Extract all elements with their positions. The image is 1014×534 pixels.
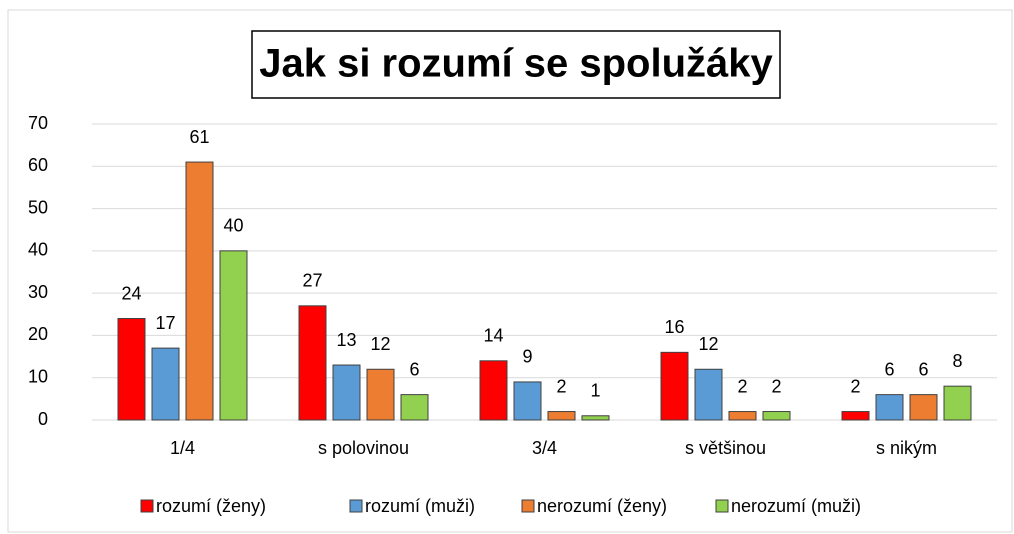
bar (332, 364, 361, 421)
value-label: 27 (302, 271, 322, 291)
value-label: 61 (189, 127, 209, 147)
chart-title: Jak si rozumí se spolužáky (259, 42, 773, 86)
value-label: 6 (918, 359, 928, 379)
y-tick-label: 30 (28, 282, 48, 302)
legend-label: nerozumí (ženy) (537, 496, 667, 516)
bar (728, 411, 757, 421)
value-label: 17 (155, 313, 175, 333)
title-box (251, 30, 781, 99)
bar (117, 318, 146, 421)
bar (841, 411, 870, 421)
bar (762, 411, 791, 421)
value-label: 13 (336, 330, 356, 350)
value-label: 9 (522, 347, 532, 367)
bar (298, 305, 327, 421)
bar (400, 394, 429, 421)
bar (581, 415, 610, 421)
y-tick-label: 50 (28, 197, 48, 217)
x-tick-label: 1/4 (170, 438, 195, 458)
value-label: 14 (483, 326, 503, 346)
value-label: 12 (698, 334, 718, 354)
legend-label: rozumí (muži) (365, 496, 475, 516)
bar (479, 360, 508, 421)
value-label: 2 (771, 376, 781, 396)
value-label: 16 (664, 317, 684, 337)
value-label: 2 (556, 376, 566, 396)
legend-swatch (349, 499, 363, 513)
y-tick-label: 40 (28, 240, 48, 260)
bar (185, 161, 214, 421)
y-tick-label: 60 (28, 155, 48, 175)
value-label: 2 (737, 376, 747, 396)
bar (366, 368, 395, 421)
value-label: 40 (223, 216, 243, 236)
bar (513, 381, 542, 421)
bar (547, 411, 576, 421)
legend-label: rozumí (ženy) (156, 496, 266, 516)
y-tick-label: 70 (28, 113, 48, 133)
bar (909, 394, 938, 421)
bar (151, 347, 180, 421)
value-label: 1 (590, 381, 600, 401)
x-tick-label: 3/4 (532, 438, 557, 458)
value-label: 12 (370, 334, 390, 354)
value-label: 6 (884, 359, 894, 379)
bar (694, 368, 723, 421)
legend-swatch (140, 499, 154, 513)
legend-swatch (715, 499, 729, 513)
x-tick-label: s většinou (685, 438, 766, 458)
value-label: 6 (409, 359, 419, 379)
legend-label: nerozumí (muži) (731, 496, 861, 516)
y-tick-label: 0 (38, 409, 48, 429)
y-tick-label: 10 (28, 366, 48, 386)
legend-swatch (521, 499, 535, 513)
x-tick-label: s polovinou (318, 438, 409, 458)
bar (219, 250, 248, 421)
y-tick-label: 20 (28, 324, 48, 344)
value-label: 8 (952, 351, 962, 371)
value-label: 2 (850, 376, 860, 396)
value-label: 24 (121, 283, 141, 303)
bar (943, 385, 972, 421)
bar (660, 351, 689, 421)
x-tick-label: s nikým (876, 438, 937, 458)
bar (875, 394, 904, 421)
